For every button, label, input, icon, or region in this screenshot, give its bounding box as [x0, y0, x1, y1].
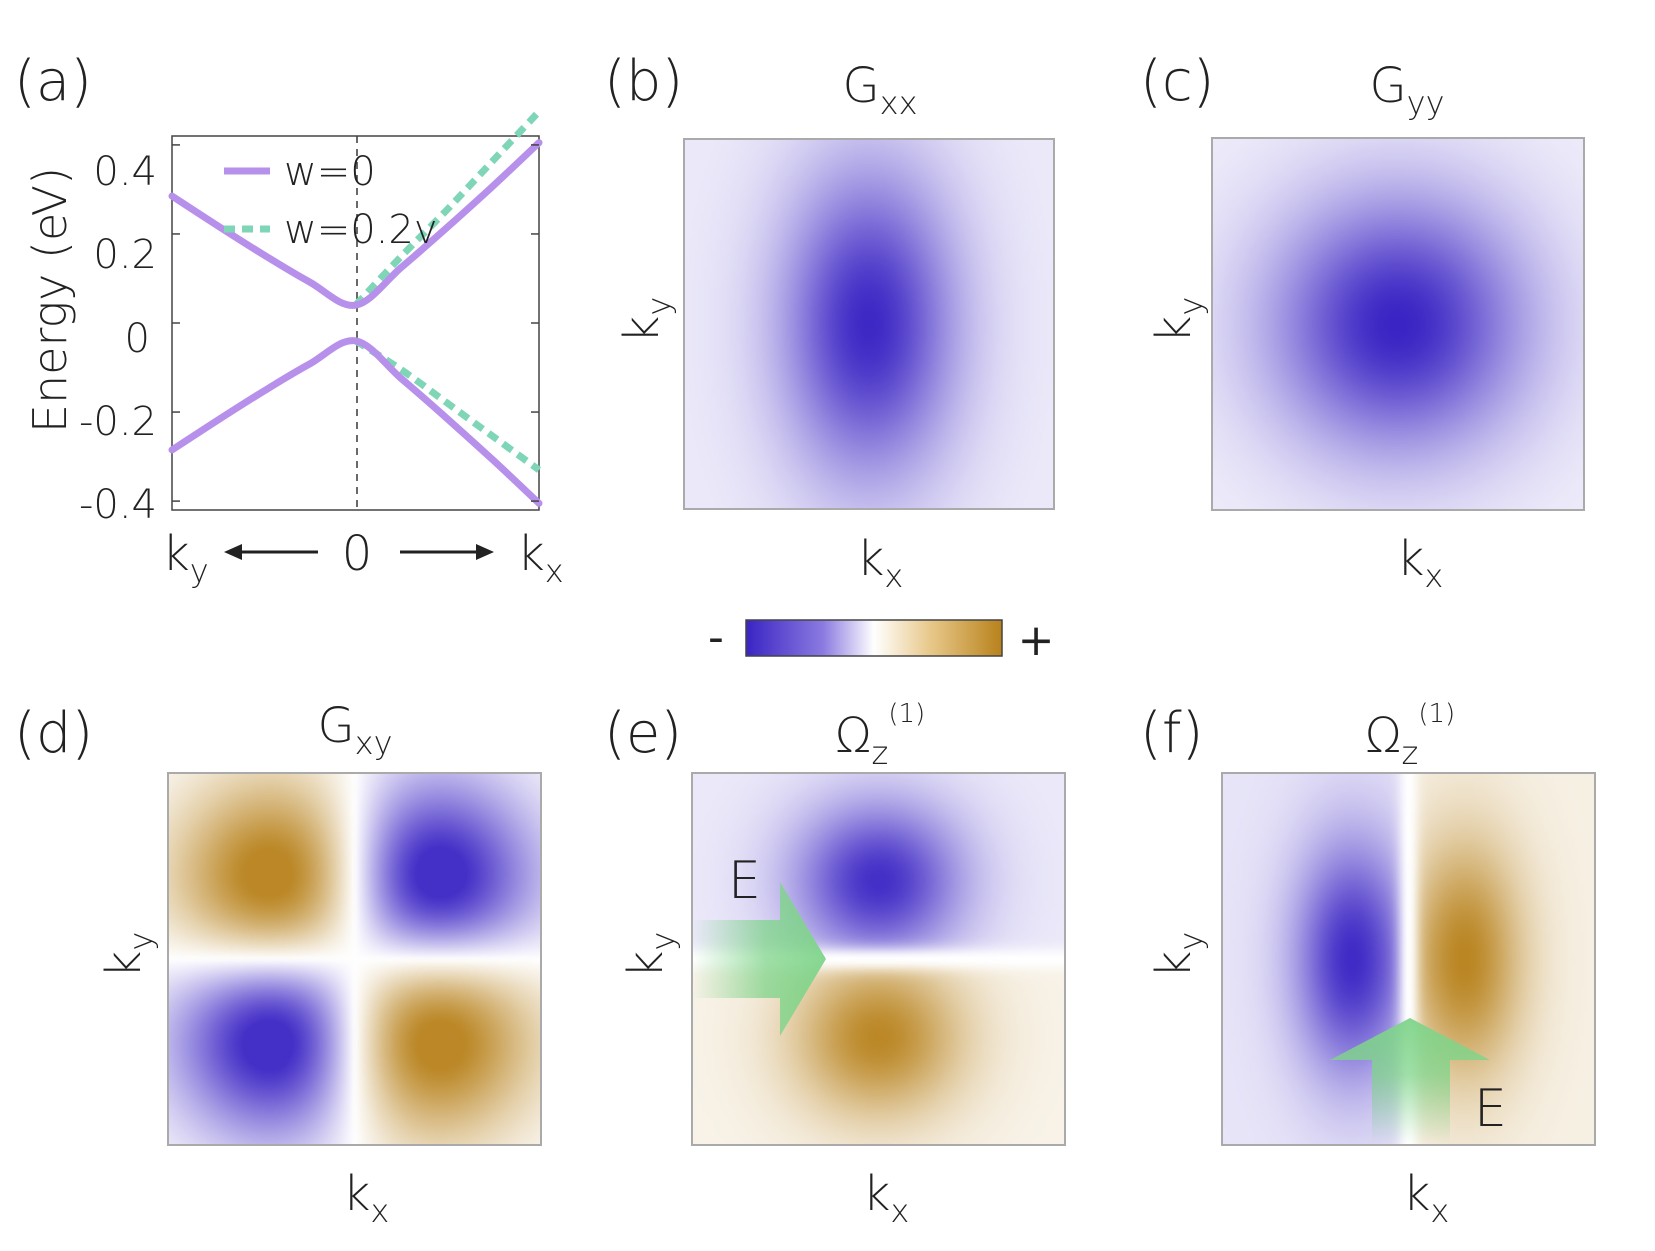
- heatmap-d: [168, 773, 541, 1145]
- field-label-f: E: [1474, 1079, 1507, 1139]
- panel-b-ylabel: ky: [614, 297, 678, 344]
- panel-c-label: (c): [1140, 49, 1214, 114]
- y-tick-label: -0.2: [79, 399, 157, 445]
- panel-f: (f) Ωz(1) kx ky: [1140, 699, 1455, 1230]
- arrow-right-head-icon: [476, 544, 494, 560]
- y-tick-label: 0: [125, 316, 150, 362]
- heatmap-b: [684, 139, 1054, 509]
- panel-d: (d) Gxy kx ky: [14, 698, 393, 1230]
- panel-d-xlabel: kx: [343, 1166, 390, 1230]
- band-line-w0-upper: [168, 139, 543, 309]
- y-ticks: 0.4 0.2 0 -0.2 -0.4: [79, 149, 157, 528]
- colorbar-gradient: [745, 619, 1003, 657]
- colorbar: - +: [708, 612, 1054, 666]
- field-label-e: E: [728, 851, 761, 911]
- panel-e: (e) Ωz(1) kx ky: [604, 699, 925, 1230]
- colorbar-minus-label: -: [708, 612, 724, 663]
- band-structure-plot: [168, 109, 543, 511]
- panel-e-xlabel: kx: [863, 1166, 910, 1230]
- panel-e-title: Ωz(1): [835, 699, 925, 772]
- panel-d-title: Gxy: [317, 698, 392, 762]
- panel-e-ylabel: ky: [618, 932, 682, 979]
- k-axis-left-label: ky: [162, 526, 209, 590]
- panel-a: (a) Energy (eV) 0.4 0.2 0 -0.2 -0.4 w=0 …: [14, 49, 564, 590]
- panel-c-title: Gyy: [1369, 58, 1444, 122]
- panel-c-ylabel: ky: [1146, 297, 1210, 344]
- panel-e-label: (e): [604, 701, 682, 766]
- legend-label-w02: w=0.2v: [284, 207, 438, 253]
- panel-b-xlabel: kx: [857, 531, 904, 595]
- y-tick-label: 0.2: [93, 232, 157, 278]
- field-arrow-up-icon: [1330, 1018, 1490, 1144]
- legend: w=0 w=0.2v: [224, 149, 438, 253]
- heatmap-frame-f: [1221, 772, 1596, 1146]
- arrow-left-head-icon: [224, 544, 242, 560]
- panel-f-ylabel: ky: [1146, 932, 1210, 979]
- heatmap-frame-d: [167, 772, 542, 1146]
- overlay-layer: EE: [692, 851, 1507, 1144]
- panel-a-label: (a): [14, 49, 92, 114]
- panel-d-label: (d): [14, 701, 93, 766]
- heatmap-frame-b: [683, 138, 1055, 510]
- panel-b: (b) Gxx kx ky: [604, 49, 918, 595]
- panel-b-label: (b): [604, 49, 683, 114]
- k-axis: ky 0 kx: [162, 526, 564, 590]
- heatmap-frame-c: [1211, 137, 1585, 511]
- band-line-w02-upper: [352, 109, 542, 308]
- panel-b-title: Gxx: [842, 58, 917, 122]
- colorbar-plus-label: +: [1018, 615, 1055, 666]
- y-tick-label: -0.4: [79, 482, 157, 528]
- panel-d-ylabel: ky: [96, 932, 160, 979]
- k-axis-center-label: 0: [342, 526, 373, 582]
- y-axis-label: Energy (eV): [23, 167, 77, 433]
- panel-f-title: Ωz(1): [1365, 699, 1455, 772]
- field-arrow-right-icon: [692, 882, 826, 1036]
- y-tick-label: 0.4: [93, 149, 157, 195]
- k-axis-right-label: kx: [517, 526, 564, 590]
- panel-f-label: (f): [1140, 701, 1203, 766]
- legend-label-w0: w=0: [284, 149, 376, 195]
- panel-f-xlabel: kx: [1403, 1166, 1450, 1230]
- heatmap-c: [1212, 138, 1584, 510]
- panel-c: (c) Gyy kx ky: [1140, 49, 1445, 595]
- panel-c-xlabel: kx: [1397, 531, 1444, 595]
- band-line-w0-lower: [168, 337, 543, 507]
